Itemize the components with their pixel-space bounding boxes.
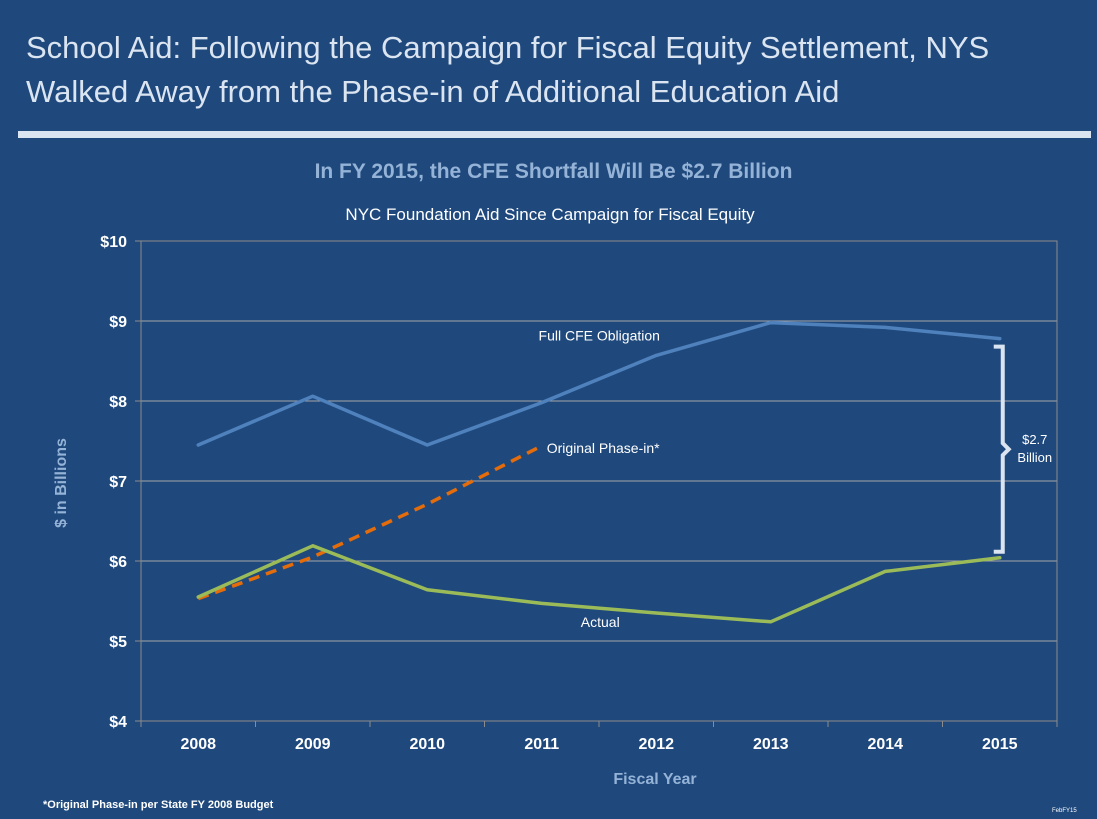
y-tick-label: $9 — [109, 314, 127, 331]
x-tick-label: 2011 — [524, 736, 559, 753]
series-label-full-cfe-obligation: Full CFE Obligation — [539, 327, 660, 343]
x-tick-label: 2015 — [982, 736, 1018, 753]
series-line-original-phase-in — [197, 444, 543, 601]
series-line-actual — [196, 544, 1002, 624]
y-tick-label: $10 — [100, 234, 127, 251]
slide-code: FebFY15 — [1052, 808, 1077, 814]
x-tick-label: 2012 — [638, 736, 674, 753]
slide-title: School Aid: Following the Campaign for F… — [26, 30, 990, 109]
y-tick-label: $5 — [109, 634, 127, 651]
slide-subtitle: In FY 2015, the CFE Shortfall Will Be $2… — [314, 160, 793, 183]
series-label-original-phase-in: Original Phase-in* — [547, 440, 660, 456]
y-tick-label: $4 — [109, 714, 127, 731]
y-tick-label: $6 — [109, 554, 127, 571]
chart-title: NYC Foundation Aid Since Campaign for Fi… — [345, 205, 755, 224]
shortfall-bracket — [993, 344, 1012, 554]
shortfall-label: $2.7 — [1022, 432, 1047, 447]
x-tick-label: 2013 — [753, 736, 789, 753]
title-divider — [18, 131, 1091, 138]
x-tick-label: 2014 — [867, 736, 903, 753]
x-axis-label: Fiscal Year — [613, 771, 696, 788]
series-label-actual: Actual — [581, 614, 620, 630]
series-line-full-cfe-obligation — [196, 320, 1002, 447]
x-tick-label: 2009 — [295, 736, 331, 753]
x-tick-label: 2008 — [180, 736, 216, 753]
shortfall-label-unit: Billion — [1017, 450, 1052, 465]
footnote: *Original Phase-in per State FY 2008 Bud… — [43, 799, 274, 811]
y-tick-label: $7 — [109, 474, 127, 491]
x-tick-label: 2010 — [409, 736, 445, 753]
y-tick-label: $8 — [109, 394, 127, 411]
y-axis-label: $ in Billions — [53, 438, 70, 528]
